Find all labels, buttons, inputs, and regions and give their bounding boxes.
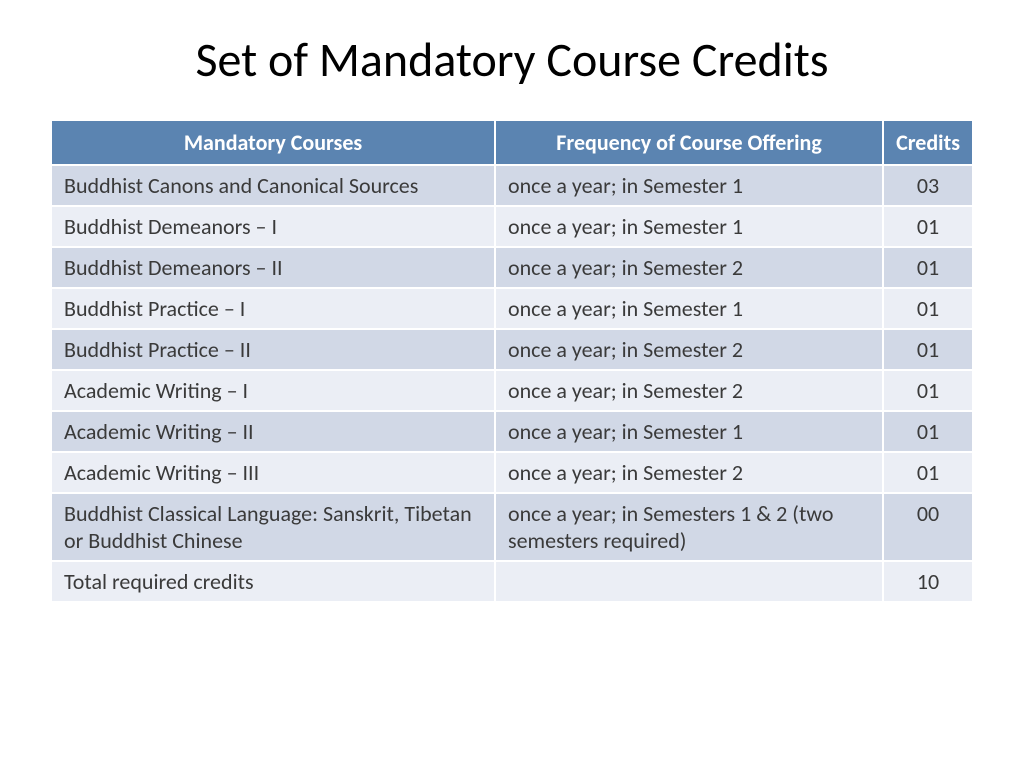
table-row: Total required credits 10 [51, 561, 973, 602]
cell-frequency: once a year; in Semester 1 [495, 411, 883, 452]
col-header-course: Mandatory Courses [51, 120, 495, 165]
cell-course: Academic Writing – II [51, 411, 495, 452]
page-title: Set of Mandatory Course Credits [50, 30, 974, 89]
cell-course: Buddhist Demeanors – I [51, 206, 495, 247]
cell-frequency: once a year; in Semester 1 [495, 206, 883, 247]
cell-credits: 01 [883, 370, 973, 411]
cell-frequency: once a year; in Semester 1 [495, 288, 883, 329]
cell-frequency: once a year; in Semester 2 [495, 247, 883, 288]
table-row: Buddhist Demeanors – Ionce a year; in Se… [51, 206, 973, 247]
table-row: Buddhist Classical Language: Sanskrit, T… [51, 493, 973, 561]
cell-credits: 01 [883, 247, 973, 288]
table-row: Buddhist Practice – Ionce a year; in Sem… [51, 288, 973, 329]
col-header-credits: Credits [883, 120, 973, 165]
cell-frequency: once a year; in Semesters 1 & 2 (two sem… [495, 493, 883, 561]
table-row: Buddhist Canons and Canonical Sourcesonc… [51, 165, 973, 206]
cell-credits: 01 [883, 452, 973, 493]
table-row: Buddhist Practice – IIonce a year; in Se… [51, 329, 973, 370]
cell-frequency: once a year; in Semester 2 [495, 452, 883, 493]
cell-credits: 03 [883, 165, 973, 206]
table-row: Academic Writing – Ionce a year; in Seme… [51, 370, 973, 411]
table-row: Academic Writing – IIIonce a year; in Se… [51, 452, 973, 493]
cell-course: Buddhist Practice – II [51, 329, 495, 370]
cell-credits: 00 [883, 493, 973, 561]
slide: Set of Mandatory Course Credits Mandator… [0, 0, 1024, 768]
cell-credits: 01 [883, 288, 973, 329]
cell-credits: 01 [883, 329, 973, 370]
cell-course: Buddhist Demeanors – II [51, 247, 495, 288]
cell-credits: 01 [883, 411, 973, 452]
cell-frequency: once a year; in Semester 2 [495, 329, 883, 370]
table-header-row: Mandatory Courses Frequency of Course Of… [51, 120, 973, 165]
cell-frequency [495, 561, 883, 602]
cell-credits: 10 [883, 561, 973, 602]
cell-frequency: once a year; in Semester 1 [495, 165, 883, 206]
table-row: Academic Writing – IIonce a year; in Sem… [51, 411, 973, 452]
table-row: Buddhist Demeanors – IIonce a year; in S… [51, 247, 973, 288]
credits-table: Mandatory Courses Frequency of Course Of… [50, 119, 974, 603]
cell-course: Buddhist Practice – I [51, 288, 495, 329]
cell-course: Academic Writing – III [51, 452, 495, 493]
col-header-freq: Frequency of Course Offering [495, 120, 883, 165]
cell-course: Buddhist Classical Language: Sanskrit, T… [51, 493, 495, 561]
cell-course: Buddhist Canons and Canonical Sources [51, 165, 495, 206]
cell-course: Academic Writing – I [51, 370, 495, 411]
cell-course: Total required credits [51, 561, 495, 602]
cell-frequency: once a year; in Semester 2 [495, 370, 883, 411]
cell-credits: 01 [883, 206, 973, 247]
